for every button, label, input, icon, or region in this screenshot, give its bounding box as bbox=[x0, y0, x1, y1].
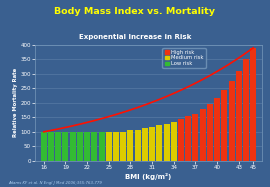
Bar bbox=[207, 104, 213, 161]
Bar bbox=[55, 132, 61, 161]
Bar bbox=[77, 132, 83, 161]
Bar bbox=[185, 117, 191, 161]
Bar bbox=[48, 132, 54, 161]
Bar bbox=[113, 132, 119, 161]
Bar bbox=[149, 127, 155, 161]
Bar bbox=[120, 132, 126, 161]
Bar bbox=[84, 132, 90, 161]
Bar bbox=[91, 132, 97, 161]
Text: Exponential Increase in Risk: Exponential Increase in Risk bbox=[79, 34, 191, 40]
Y-axis label: Relative Mortality Rate: Relative Mortality Rate bbox=[13, 68, 18, 137]
Bar bbox=[41, 132, 47, 161]
Bar bbox=[127, 130, 133, 161]
Bar bbox=[200, 109, 206, 161]
X-axis label: BMI (kg/m²): BMI (kg/m²) bbox=[125, 173, 172, 180]
Bar bbox=[156, 125, 162, 161]
Bar bbox=[243, 59, 249, 161]
Bar bbox=[70, 132, 76, 161]
Bar bbox=[99, 132, 104, 161]
Bar bbox=[236, 71, 242, 161]
Bar bbox=[62, 132, 68, 161]
Bar bbox=[178, 119, 184, 161]
Bar bbox=[106, 132, 112, 161]
Bar bbox=[221, 90, 227, 161]
Text: Body Mass Index vs. Mortality: Body Mass Index vs. Mortality bbox=[55, 7, 215, 16]
Bar bbox=[164, 124, 170, 161]
Bar bbox=[250, 48, 256, 161]
Bar bbox=[142, 128, 148, 161]
Bar bbox=[229, 81, 235, 161]
Bar bbox=[193, 114, 198, 161]
Text: Adams KF et al. N Engl J Med 2006;355:763-779: Adams KF et al. N Engl J Med 2006;355:76… bbox=[8, 181, 102, 185]
Bar bbox=[171, 122, 177, 161]
Legend: High risk, Medium risk, Low risk: High risk, Medium risk, Low risk bbox=[163, 47, 205, 68]
Bar bbox=[135, 130, 141, 161]
Bar bbox=[214, 98, 220, 161]
